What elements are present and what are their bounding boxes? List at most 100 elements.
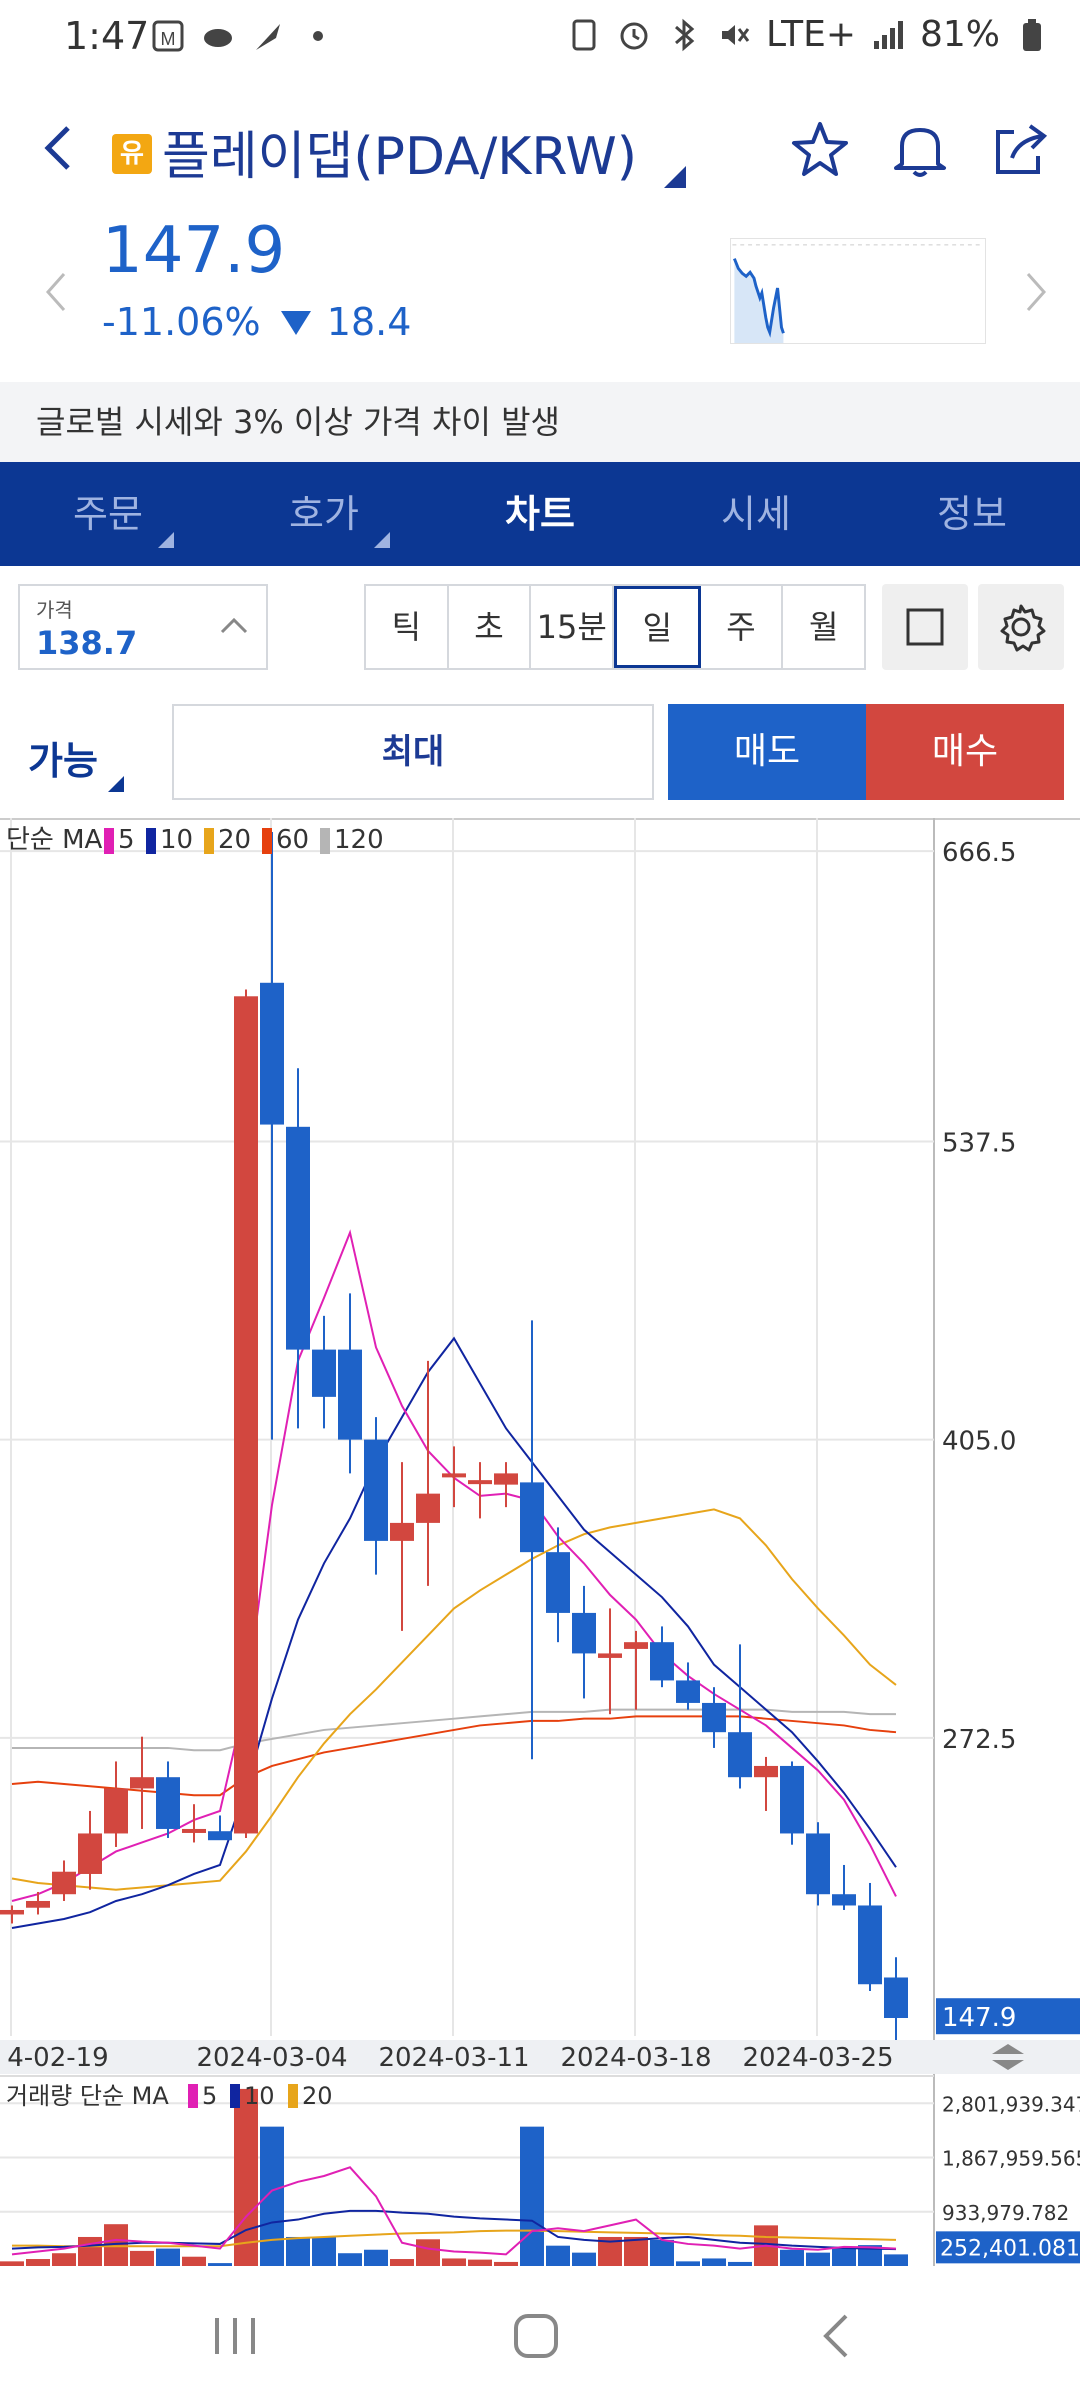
recent-apps-icon[interactable]: [195, 2296, 275, 2376]
available-label[interactable]: 가능: [28, 739, 98, 783]
bell-icon[interactable]: [884, 114, 956, 186]
coin-title[interactable]: 플레이댑(PDA/KRW): [162, 127, 638, 187]
chart-settings-button[interactable]: [978, 584, 1064, 670]
period-tick[interactable]: 틱: [366, 586, 449, 668]
price-selector[interactable]: 가격 138.7: [18, 584, 268, 670]
volume-bar: [468, 2259, 492, 2266]
down-triangle-icon: [280, 311, 311, 335]
current-price: 147.9: [102, 214, 286, 288]
coin-warning-badge: 유: [112, 134, 152, 174]
tab-info[interactable]: 정보: [864, 462, 1080, 566]
period-day[interactable]: 일: [614, 586, 701, 668]
period-selector: 틱 초 15분 일 주 월: [364, 584, 866, 670]
price-gap-notice[interactable]: 글로벌 시세와 3% 이상 가격 차이 발생: [0, 382, 1080, 462]
battery-icon: [1023, 18, 1041, 51]
tab-order[interactable]: 주문: [0, 462, 216, 566]
signal-icon: [873, 20, 903, 49]
ma-legend-swatch: [146, 828, 156, 854]
volume-bar: [78, 2236, 102, 2266]
sell-button[interactable]: 매도: [668, 704, 866, 800]
candle-body: [182, 1828, 206, 1833]
prev-coin-arrow[interactable]: [36, 262, 76, 322]
candle-body: [572, 1612, 596, 1654]
period-second[interactable]: 초: [449, 586, 532, 668]
home-icon[interactable]: [496, 2296, 576, 2376]
period-15min[interactable]: 15분: [531, 586, 615, 668]
tab-quote[interactable]: 시세: [648, 462, 864, 566]
candle: [494, 1462, 518, 1508]
chart-canvas[interactable]: 2,801,939.347 1,867,959.565 933,979.782 252…: [0, 818, 1080, 2266]
volume-bar: [884, 2254, 908, 2266]
y-tick-label: 537.5: [942, 1128, 1016, 1158]
tab-orderbook[interactable]: 호가: [216, 462, 432, 566]
max-button[interactable]: 최대: [172, 704, 654, 800]
volume-bar: [312, 2236, 336, 2266]
volume-bar: [0, 2261, 24, 2266]
ma-legend-swatch: [104, 828, 114, 854]
candle: [754, 1756, 778, 1811]
candle-body: [884, 1977, 908, 2018]
candle-body: [858, 1905, 882, 1985]
candle: [52, 1860, 76, 1901]
next-coin-arrow[interactable]: [1016, 262, 1056, 322]
candle-body: [650, 1642, 674, 1681]
volume-bar: [130, 2250, 154, 2266]
x-tick-label: 2024-03-04: [196, 2043, 347, 2073]
candle-body: [546, 1552, 570, 1613]
tab-chart[interactable]: 차트: [432, 462, 648, 566]
ma10-line: [11, 1336, 897, 1929]
title-dropdown-caret[interactable]: [664, 166, 686, 188]
candle-body: [494, 1473, 518, 1485]
candle: [260, 832, 284, 1440]
battery-label: 81%: [919, 14, 1000, 55]
candle-body: [832, 1894, 856, 1906]
candle: [130, 1736, 154, 1829]
lock-icon: M: [152, 20, 184, 52]
period-month[interactable]: 월: [808, 608, 839, 646]
candle: [650, 1626, 674, 1688]
candle: [806, 1822, 830, 1906]
tab-label: 차트: [505, 492, 575, 536]
candle: [598, 1608, 622, 1715]
volume-bar: [832, 2246, 856, 2266]
volume-y-tick-label: 2,801,939.347: [942, 2092, 1080, 2116]
candle: [208, 1815, 232, 1841]
y-tick-label: 272.5: [942, 1725, 1016, 1755]
x-tick-label: 4-02-19: [7, 2043, 108, 2073]
candle-body: [598, 1653, 622, 1658]
back-button[interactable]: [30, 118, 90, 178]
candle-body: [442, 1473, 466, 1478]
price-chart[interactable]: 2,801,939.347 1,867,959.565 933,979.782 252…: [0, 818, 1080, 2266]
square-icon: [906, 608, 944, 646]
candle: [884, 1957, 908, 2048]
candle-body: [260, 982, 284, 1125]
ma-legend-label: 10: [160, 825, 193, 855]
volume-bar: [572, 2252, 596, 2266]
candle-body: [754, 1765, 778, 1778]
candle-body: [416, 1493, 440, 1523]
chevron-up-icon[interactable]: [216, 608, 252, 644]
candle: [442, 1446, 466, 1508]
feather-icon: [256, 24, 280, 50]
y-tick-label: 405.0: [942, 1427, 1016, 1457]
share-icon[interactable]: [984, 114, 1056, 186]
volume-legend-swatch: [230, 2084, 240, 2108]
volume-bar: [390, 2259, 414, 2266]
ma-legend-swatch: [204, 828, 214, 854]
candle: [624, 1630, 648, 1710]
status-bar: 1:47 M LTE+ 81%: [0, 0, 1080, 80]
fullscreen-button[interactable]: [882, 584, 968, 670]
volume-bar: [416, 2239, 440, 2266]
volume-bar: [650, 2239, 674, 2266]
ma-legend-label: 120: [334, 825, 384, 855]
candle: [364, 1417, 388, 1575]
volume-current-label: 252,401.081: [940, 2236, 1080, 2261]
back-nav-icon[interactable]: [798, 2296, 878, 2376]
volume-legend-label: 5: [202, 2082, 217, 2110]
x-tick-label: 2024-03-18: [560, 2043, 711, 2073]
candle: [676, 1662, 700, 1710]
favorite-star-icon[interactable]: [784, 114, 856, 186]
candle: [572, 1585, 596, 1699]
period-week[interactable]: 주: [701, 586, 784, 668]
buy-button[interactable]: 매수: [866, 704, 1064, 800]
